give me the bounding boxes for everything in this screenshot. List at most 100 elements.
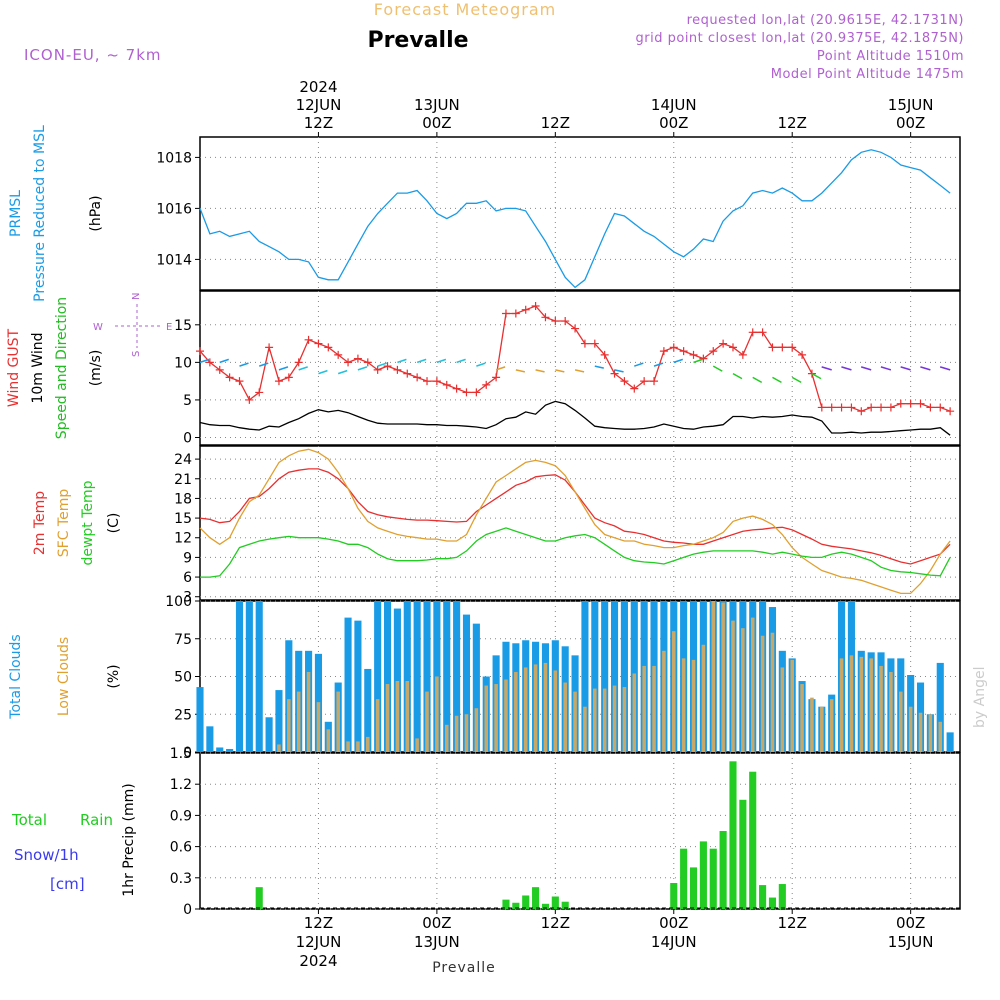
gust-marker xyxy=(699,354,708,363)
total-cloud-bar xyxy=(443,601,451,752)
gust-marker xyxy=(472,388,481,397)
bottom-time-label: 13JUN xyxy=(414,933,460,951)
wind-arrow xyxy=(298,366,308,371)
low-cloud-bar xyxy=(277,744,281,752)
rain-bar xyxy=(532,887,540,909)
gust-marker xyxy=(215,365,224,374)
series-line-sfc-temp xyxy=(199,448,951,595)
total-cloud-bar xyxy=(393,608,401,752)
low-cloud-bar xyxy=(573,691,577,752)
gust-marker xyxy=(847,403,856,412)
total-cloud-bar xyxy=(413,601,421,752)
bottom-time-label: 12Z xyxy=(304,914,333,932)
gust-marker xyxy=(245,395,254,404)
footer: Prevalle by Angel xyxy=(432,667,988,976)
low-cloud-bar xyxy=(533,664,538,752)
bottom-time-label: 12Z xyxy=(541,914,570,932)
total-cloud-bar xyxy=(285,640,293,752)
wind-arrow xyxy=(821,366,832,371)
low-cloud-bar xyxy=(593,688,597,752)
top-time-label: 12Z xyxy=(304,114,333,132)
y-tick-label: 0 xyxy=(183,902,192,918)
total-cloud-bar xyxy=(235,601,244,752)
gust-marker xyxy=(867,403,876,412)
rain-bar xyxy=(719,831,727,909)
low-cloud-bar xyxy=(938,721,943,752)
low-cloud-bar xyxy=(839,658,844,752)
low-cloud-bar xyxy=(671,631,676,752)
total-cloud-bar xyxy=(354,620,362,752)
low-cloud-bar xyxy=(780,667,785,752)
gust-marker xyxy=(196,347,204,356)
panel-precipitation: 0 0.3 0.6 0.9 1.2 1.5 1hr Precip (mm) Total Rain… xyxy=(11,746,961,918)
y-tick-label: 1.5 xyxy=(170,746,192,762)
gust-marker xyxy=(758,328,767,337)
y-tick-label: 15 xyxy=(174,318,192,334)
precip-unit-label: 1hr Precip (mm) xyxy=(121,783,137,896)
low-cloud-bar xyxy=(287,699,291,752)
header: Forecast Meteogram Prevalle ICON-EU, ~ 7… xyxy=(24,0,964,82)
compass-east: E xyxy=(166,322,172,333)
low-cloud-bar xyxy=(553,670,558,752)
low-cloud-bar xyxy=(662,650,666,752)
gust-marker xyxy=(501,309,510,318)
wind-arrow xyxy=(535,369,545,373)
gust-marker xyxy=(205,358,214,367)
low-cloud-bar xyxy=(494,684,498,752)
y-tick-label: 15 xyxy=(174,511,192,527)
gust-marker xyxy=(551,317,560,326)
series-line-10m-wind xyxy=(199,400,951,436)
low-cloud-bar xyxy=(395,681,400,752)
y-tick-label: 1016 xyxy=(156,201,192,217)
low-cloud-bar xyxy=(642,665,646,752)
y-tick-label: 12 xyxy=(174,531,192,547)
top-time-label: 14JUN xyxy=(651,96,697,114)
y-tick-label: 0 xyxy=(183,745,192,761)
gust-marker xyxy=(284,373,293,382)
wind-arrow xyxy=(357,366,368,371)
rain-bar xyxy=(541,903,550,909)
wind-arrow xyxy=(712,365,723,372)
wind-arrow xyxy=(574,369,585,373)
gust-marker xyxy=(857,407,866,416)
low-cloud-bar xyxy=(790,659,794,752)
wind-arrow xyxy=(732,372,743,380)
y-tick-label: 10 xyxy=(174,355,192,371)
low-cloud-bar xyxy=(425,691,429,752)
wind-arrow xyxy=(673,358,684,364)
gust-marker xyxy=(719,339,728,348)
total-cloud-bar xyxy=(245,601,253,752)
y-tick-label: 21 xyxy=(174,472,192,488)
gust-marker xyxy=(679,347,688,356)
low-cloud-bar xyxy=(583,706,587,752)
gust-marker xyxy=(748,328,757,337)
y-tick-label: 1014 xyxy=(156,252,192,268)
requested-coords: requested lon,lat (20.9615E, 42.1731N) xyxy=(687,13,964,28)
wind-arrow xyxy=(772,376,782,384)
y-tick-label: 0.3 xyxy=(170,871,192,887)
wind-arrow xyxy=(278,366,289,371)
total-cloud-bar xyxy=(601,601,609,752)
gust-marker xyxy=(580,339,589,348)
gust-marker xyxy=(817,403,826,412)
wind-arrow xyxy=(860,366,872,371)
wind-arrow xyxy=(555,369,565,373)
low-cloud-bar xyxy=(336,691,340,752)
total-cloud-bar xyxy=(581,601,589,752)
precip-cm-label: [cm] xyxy=(50,875,85,893)
wind-arrow xyxy=(318,369,328,375)
y-tick-label: 9 xyxy=(183,550,192,566)
low-cloud-bar xyxy=(859,656,864,752)
gust-marker xyxy=(561,317,570,326)
unit-label: (hPa) xyxy=(88,195,104,231)
gust-marker xyxy=(373,365,382,374)
rain-bar xyxy=(255,887,263,909)
low-cloud-bar xyxy=(435,676,439,752)
unit-label: (m/s) xyxy=(88,350,104,387)
gust-marker xyxy=(304,335,313,344)
series-line-2m-temp xyxy=(199,468,951,565)
bottom-time-label: 12Z xyxy=(778,914,807,932)
panel-label: Total Clouds xyxy=(8,634,24,719)
rain-bar xyxy=(522,895,530,909)
